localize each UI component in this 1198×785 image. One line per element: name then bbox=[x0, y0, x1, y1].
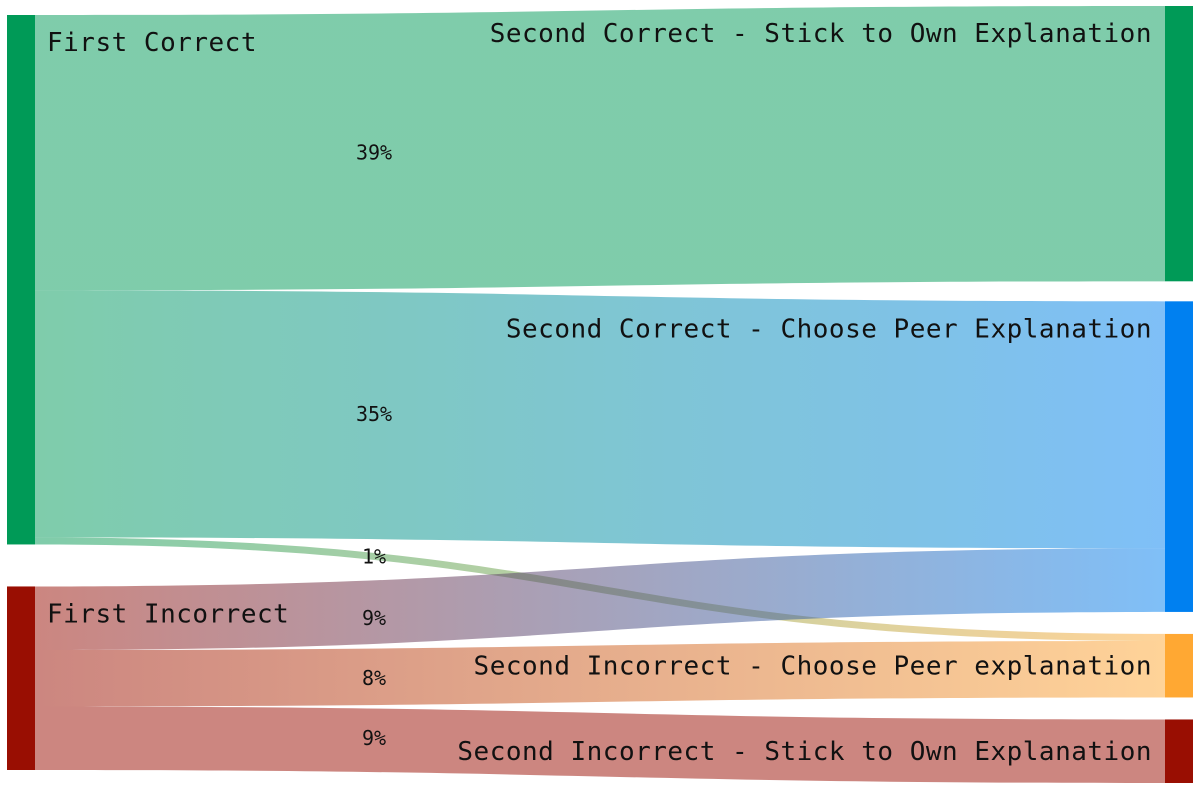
node-bar-si_own bbox=[1165, 719, 1193, 783]
link-value-label: 35% bbox=[356, 402, 392, 426]
link-value-label: 9% bbox=[362, 726, 386, 750]
node-bar-sc_own bbox=[1165, 6, 1193, 282]
node-label-fi: First Incorrect bbox=[47, 599, 289, 629]
node-bar-si_peer bbox=[1165, 633, 1193, 698]
link-fi-to-si_peer bbox=[35, 640, 1165, 707]
node-bar-fi bbox=[7, 586, 35, 770]
link-value-label: 1% bbox=[362, 544, 386, 568]
labels-layer: 39% 35% 1% 9% 8% 9% First Correct First Incorre… bbox=[47, 19, 1152, 767]
node-label-sc_own: Second Correct - Stick to Own Explanatio… bbox=[490, 19, 1152, 49]
link-value-label: 9% bbox=[362, 606, 386, 630]
link-value-label: 39% bbox=[356, 141, 392, 165]
node-label-sc_peer: Second Correct - Choose Peer Explanation bbox=[506, 314, 1152, 344]
link-fc-to-sc_own bbox=[35, 6, 1165, 291]
link-fi-to-sc_peer bbox=[35, 548, 1165, 650]
node-bar-sc_peer bbox=[1165, 301, 1193, 612]
link-value-label: 8% bbox=[362, 666, 386, 690]
link-fc-to-sc_peer bbox=[35, 290, 1165, 549]
links-layer bbox=[35, 6, 1165, 783]
node-label-si_own: Second Incorrect - Stick to Own Explanat… bbox=[457, 737, 1152, 767]
node-label-fc: First Correct bbox=[47, 28, 257, 58]
node-label-si_peer: Second Incorrect - Choose Peer explanati… bbox=[474, 652, 1152, 682]
nodes-layer bbox=[7, 6, 1193, 783]
link-fi-to-si_own bbox=[35, 706, 1165, 783]
node-bar-fc bbox=[7, 15, 35, 545]
